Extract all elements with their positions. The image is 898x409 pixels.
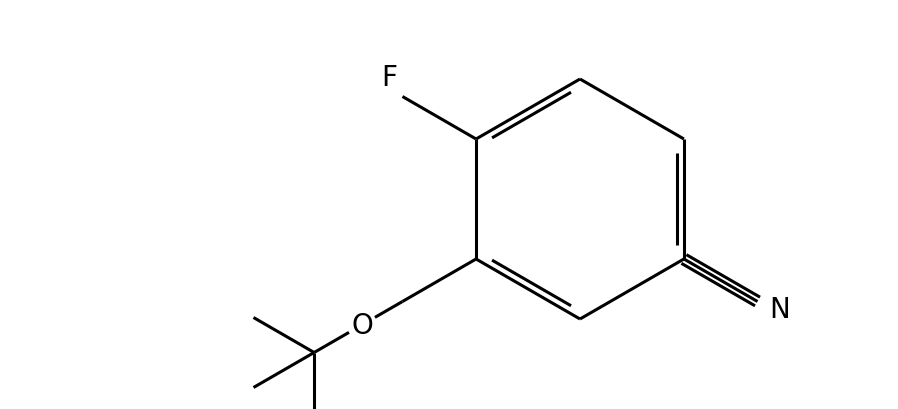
Text: N: N xyxy=(770,295,790,323)
Text: F: F xyxy=(382,64,398,92)
Text: O: O xyxy=(351,311,373,339)
